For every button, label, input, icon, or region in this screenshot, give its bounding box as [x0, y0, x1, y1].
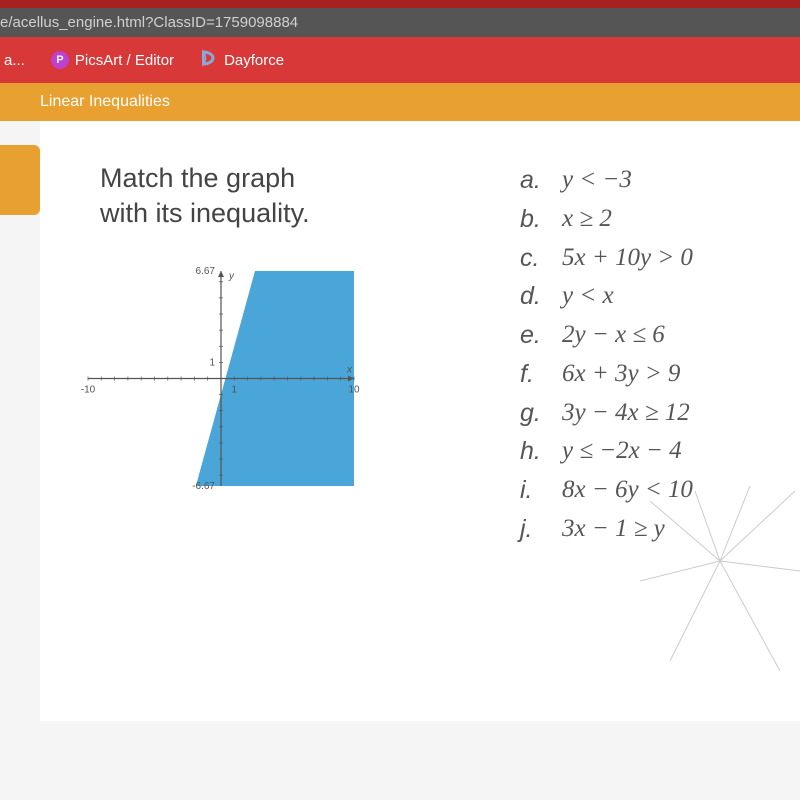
dayforce-icon [200, 49, 218, 71]
prompt-line-2: with its inequality. [100, 198, 310, 228]
url-text: e/acellus_engine.html?ClassID=1759098884 [0, 14, 298, 31]
bookmark-label: PicsArt / Editor [75, 52, 174, 69]
answer-i[interactable]: i.8x − 6y < 10 [520, 471, 780, 510]
svg-text:6.67: 6.67 [196, 266, 216, 277]
content-area: Match the graph with its inequality. -10… [40, 121, 800, 721]
prompt-line-1: Match the graph [100, 163, 295, 193]
window-top-border [0, 0, 800, 8]
answer-g[interactable]: g.3y − 4x ≥ 12 [520, 394, 780, 433]
svg-text:x: x [346, 365, 353, 376]
bookmark-item-dayforce[interactable]: Dayforce [196, 47, 288, 73]
url-bar[interactable]: e/acellus_engine.html?ClassID=1759098884 [0, 8, 800, 37]
answer-j[interactable]: j.3x − 1 ≥ y [520, 510, 780, 549]
side-tab[interactable] [0, 145, 40, 215]
lesson-title: Linear Inequalities [40, 93, 170, 110]
graph: -10 1 10 6.67 1 -6.67 x y [60, 261, 360, 496]
bookmark-bar: a... P PicsArt / Editor Dayforce [0, 37, 800, 83]
svg-text:10: 10 [348, 385, 360, 396]
answer-h[interactable]: h.y ≤ −2x − 4 [520, 432, 780, 471]
answer-d[interactable]: d.y < x [520, 277, 780, 316]
bookmark-item-picsart[interactable]: P PicsArt / Editor [47, 49, 178, 71]
lesson-title-bar: Linear Inequalities [0, 83, 800, 121]
answer-a[interactable]: a.y < −3 [520, 161, 780, 200]
question-prompt: Match the graph with its inequality. [100, 161, 480, 231]
svg-text:-10: -10 [81, 385, 96, 396]
answer-list: a.y < −3 b.x ≥ 2 c.5x + 10y > 0 d.y < x … [520, 161, 780, 549]
answer-c[interactable]: c.5x + 10y > 0 [520, 239, 780, 278]
answer-f[interactable]: f.6x + 3y > 9 [520, 355, 780, 394]
svg-text:y: y [228, 271, 235, 282]
answer-e[interactable]: e.2y − x ≤ 6 [520, 316, 780, 355]
picsart-icon: P [51, 51, 69, 69]
bookmark-label: Dayforce [224, 52, 284, 69]
answer-b[interactable]: b.x ≥ 2 [520, 200, 780, 239]
bookmark-item-truncated[interactable]: a... [0, 50, 29, 71]
svg-text:1: 1 [232, 385, 238, 396]
svg-text:-6.67: -6.67 [192, 481, 215, 492]
svg-text:1: 1 [209, 358, 215, 369]
bookmark-label: a... [4, 52, 25, 69]
